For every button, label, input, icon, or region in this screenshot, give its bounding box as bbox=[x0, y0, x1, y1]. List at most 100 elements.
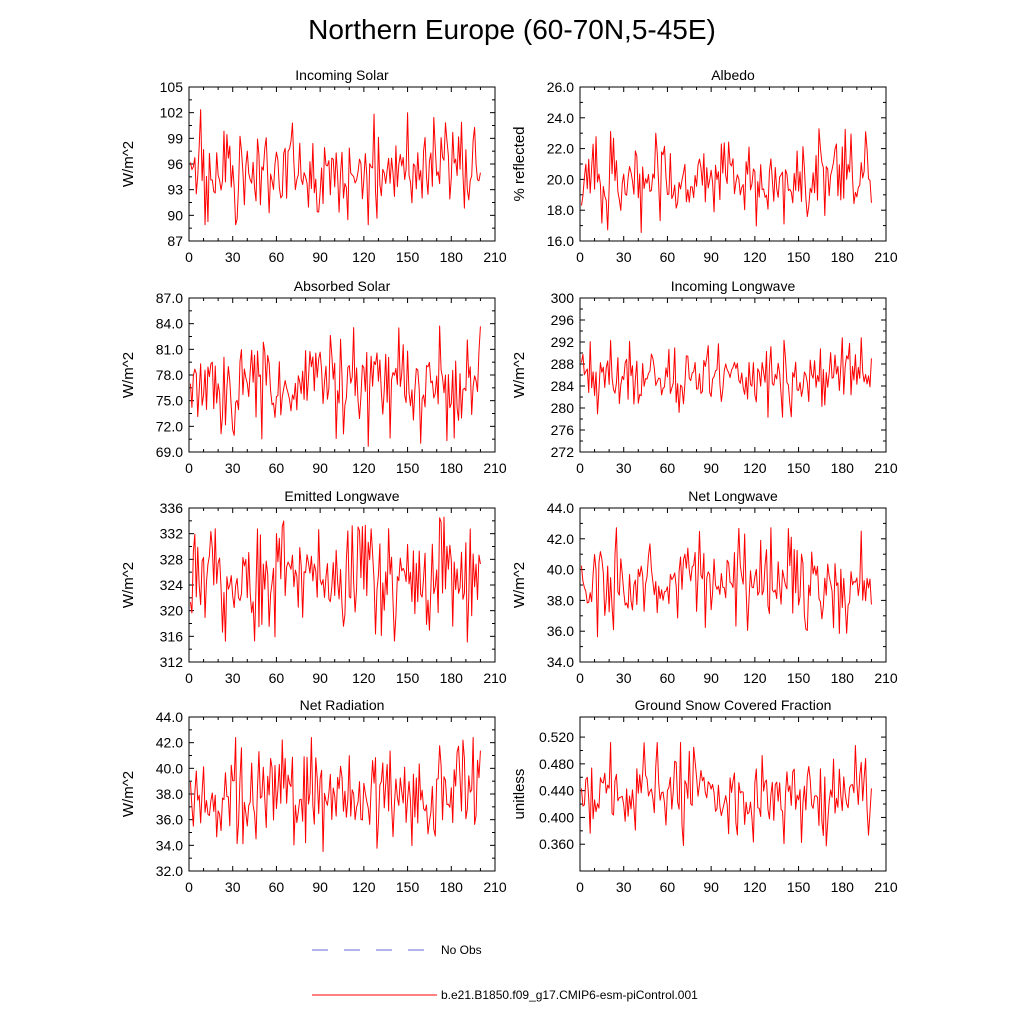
y-tick-label: 69.0 bbox=[156, 444, 183, 460]
panel-net-radiation: Net Radiation W/m^2 0 30 60 90 120 150 180 210 32.… bbox=[120, 697, 507, 895]
legend-model-label: b.e21.B1850.f09_g17.CMIP6-esm-piControl.… bbox=[441, 988, 698, 1002]
panel-title: Net Longwave bbox=[688, 488, 778, 504]
y-tick-label: 20.0 bbox=[547, 171, 574, 187]
x-tick-label: 60 bbox=[660, 460, 676, 476]
y-tick-label: 272 bbox=[551, 444, 575, 460]
x-tick-label: 30 bbox=[225, 879, 241, 895]
y-tick-label: 324 bbox=[160, 577, 184, 593]
y-tick-label: 38.0 bbox=[156, 786, 183, 802]
y-tick-label: 0.400 bbox=[539, 809, 574, 825]
y-axis-label: unitless bbox=[511, 769, 528, 820]
y-tick-label: 102 bbox=[160, 105, 184, 121]
x-tick-label: 150 bbox=[787, 670, 811, 686]
plot-frame bbox=[188, 507, 496, 663]
panel-title: Albedo bbox=[711, 67, 755, 83]
y-tick-label: 300 bbox=[551, 290, 575, 306]
x-tick-label: 90 bbox=[312, 249, 328, 265]
x-tick-label: 150 bbox=[396, 249, 420, 265]
y-tick-label: 75.0 bbox=[156, 393, 183, 409]
x-tick-label: 180 bbox=[831, 670, 855, 686]
x-tick-label: 0 bbox=[576, 670, 584, 686]
x-tick-label: 0 bbox=[185, 670, 193, 686]
x-tick-label: 0 bbox=[576, 879, 584, 895]
series-line bbox=[189, 109, 481, 226]
y-axis-label: % reflected bbox=[511, 126, 528, 201]
x-tick-label: 210 bbox=[483, 879, 507, 895]
y-axis-label: W/m^2 bbox=[511, 352, 528, 398]
x-tick-label: 0 bbox=[576, 249, 584, 265]
y-tick-label: 84.0 bbox=[156, 316, 183, 332]
x-tick-label: 90 bbox=[703, 670, 719, 686]
x-tick-label: 180 bbox=[831, 249, 855, 265]
y-tick-label: 40.0 bbox=[156, 760, 183, 776]
y-axis-label: W/m^2 bbox=[120, 352, 137, 398]
series-line bbox=[189, 737, 481, 853]
x-tick-label: 120 bbox=[352, 249, 376, 265]
panel-albedo: Albedo % reflected 0 30 60 90 120 150 180 210 16.0… bbox=[511, 67, 898, 265]
x-tick-label: 120 bbox=[743, 670, 767, 686]
panel-title: Absorbed Solar bbox=[294, 278, 391, 294]
panel-absorbed-solar: Absorbed Solar W/m^2 0 30 60 90 120 150 180 210 69… bbox=[120, 278, 507, 476]
y-tick-label: 336 bbox=[160, 500, 184, 516]
y-tick-label: 44.0 bbox=[547, 500, 574, 516]
x-tick-label: 60 bbox=[269, 249, 285, 265]
x-tick-label: 0 bbox=[185, 460, 193, 476]
x-tick-label: 30 bbox=[225, 670, 241, 686]
x-tick-label: 210 bbox=[874, 670, 898, 686]
y-tick-label: 0.480 bbox=[539, 756, 574, 772]
x-tick-label: 90 bbox=[312, 670, 328, 686]
x-tick-label: 90 bbox=[703, 249, 719, 265]
x-tick-label: 60 bbox=[660, 670, 676, 686]
x-tick-label: 150 bbox=[396, 670, 420, 686]
panel-emitted-longwave: Emitted Longwave W/m^2 0 30 60 90 120 150 180 210… bbox=[120, 488, 507, 686]
y-tick-label: 105 bbox=[160, 79, 184, 95]
x-tick-label: 120 bbox=[743, 249, 767, 265]
y-tick-label: 36.0 bbox=[156, 812, 183, 828]
x-tick-label: 210 bbox=[483, 249, 507, 265]
y-axis-label: W/m^2 bbox=[120, 562, 137, 608]
y-tick-label: 296 bbox=[551, 312, 575, 328]
x-tick-label: 210 bbox=[874, 460, 898, 476]
y-tick-label: 96 bbox=[167, 156, 183, 172]
series-line bbox=[580, 337, 872, 418]
x-tick-label: 0 bbox=[185, 249, 193, 265]
x-tick-label: 60 bbox=[269, 670, 285, 686]
series-line bbox=[580, 527, 872, 638]
y-axis-label: W/m^2 bbox=[511, 562, 528, 608]
y-tick-label: 87 bbox=[167, 233, 183, 249]
series-line bbox=[580, 128, 872, 234]
x-tick-label: 210 bbox=[874, 249, 898, 265]
x-tick-label: 30 bbox=[616, 460, 632, 476]
x-tick-label: 150 bbox=[396, 879, 420, 895]
y-tick-label: 78.0 bbox=[156, 367, 183, 383]
x-tick-label: 60 bbox=[269, 879, 285, 895]
y-tick-label: 44.0 bbox=[156, 709, 183, 725]
x-tick-label: 0 bbox=[576, 460, 584, 476]
panel-title: Incoming Longwave bbox=[671, 278, 796, 294]
y-tick-label: 18.0 bbox=[547, 202, 574, 218]
x-tick-label: 90 bbox=[703, 460, 719, 476]
x-tick-label: 90 bbox=[312, 460, 328, 476]
y-tick-label: 34.0 bbox=[156, 837, 183, 853]
y-tick-label: 316 bbox=[160, 628, 184, 644]
y-tick-label: 99 bbox=[167, 130, 183, 146]
y-tick-label: 320 bbox=[160, 603, 184, 619]
y-tick-label: 284 bbox=[551, 378, 575, 394]
y-tick-label: 332 bbox=[160, 526, 184, 542]
y-tick-label: 276 bbox=[551, 422, 575, 438]
x-tick-label: 120 bbox=[743, 460, 767, 476]
y-tick-label: 87.0 bbox=[156, 290, 183, 306]
x-tick-label: 210 bbox=[874, 879, 898, 895]
x-tick-label: 30 bbox=[225, 249, 241, 265]
x-tick-label: 60 bbox=[660, 879, 676, 895]
x-tick-label: 150 bbox=[787, 460, 811, 476]
panel-title: Incoming Solar bbox=[295, 67, 389, 83]
panel-incoming-longwave: Incoming Longwave W/m^2 0 30 60 90 120 150 180 21… bbox=[511, 278, 898, 476]
y-tick-label: 93 bbox=[167, 182, 183, 198]
y-tick-label: 26.0 bbox=[547, 79, 574, 95]
y-tick-label: 0.520 bbox=[539, 729, 574, 745]
x-tick-label: 60 bbox=[660, 249, 676, 265]
series-line bbox=[189, 516, 481, 643]
figure-title: Northern Europe (60-70N,5-45E) bbox=[308, 14, 716, 45]
